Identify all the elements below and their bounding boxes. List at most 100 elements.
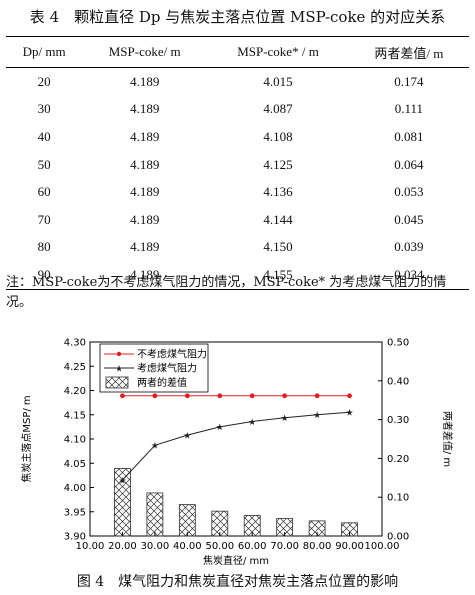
table-body: 20 4.189 4.015 0.174 30 4.189 4.087 0.111 40 4.18… bbox=[6, 68, 469, 290]
series-point bbox=[314, 393, 320, 399]
table-row: 20 4.189 4.015 0.174 bbox=[6, 68, 469, 96]
table-cell: 0.039 bbox=[394, 239, 424, 255]
line-series: ★ ★ ★ ★ ★ ★ ★ ★ bbox=[118, 393, 354, 487]
table-caption: 表 4 颗粒直径 Dp 与焦炭主落点位置 MSP-coke 的对应关系 bbox=[29, 8, 446, 26]
y-tick-label: 4.25 bbox=[64, 362, 86, 373]
y2-axis-label: 两者差值/ m bbox=[441, 411, 454, 467]
table-cell: 4.189 bbox=[130, 73, 160, 89]
table-cell: 4.015 bbox=[263, 73, 293, 89]
x-tick-label: 60.00 bbox=[238, 541, 267, 552]
y-tick-label: 4.30 bbox=[64, 338, 86, 349]
table-cell: 4.087 bbox=[263, 101, 293, 117]
data-table: Dp/ mm MSP-coke/ m MSP-coke* / m 两者差值/ m… bbox=[6, 36, 469, 290]
y2-tick-label: 0.40 bbox=[387, 376, 409, 387]
msp-chart: ★ ★ ★ ★ ★ ★ ★ ★ 3.90 3.95 4.00 4.05 4.10 4.15 4.20 4.2… bbox=[20, 338, 454, 568]
x-tick-label: 10.00 bbox=[76, 541, 105, 552]
y2-tick-label: 0.20 bbox=[387, 454, 409, 465]
series-point bbox=[282, 393, 288, 399]
legend-label-no-resistance: 不考虑煤气阻力 bbox=[137, 348, 207, 361]
y2-tick-label: 0.00 bbox=[387, 532, 409, 543]
header-msp-star: MSP-coke* / m bbox=[207, 36, 349, 68]
table-cell: 4.144 bbox=[263, 211, 293, 227]
y-tick-label: 3.90 bbox=[64, 532, 86, 543]
series-point bbox=[347, 393, 352, 399]
difference-bars bbox=[114, 468, 358, 537]
x-tick-label: 50.00 bbox=[205, 541, 234, 552]
legend-label-difference: 两者的差值 bbox=[137, 376, 187, 389]
legend-star-icon: ★ bbox=[115, 365, 123, 375]
series-point: ★ bbox=[248, 418, 256, 428]
table-cell: 4.108 bbox=[263, 128, 293, 144]
x-tick-label: 30.00 bbox=[141, 541, 170, 552]
series-point: ★ bbox=[216, 423, 224, 433]
x-tick-label: 80.00 bbox=[303, 541, 332, 552]
table-cell: 50 bbox=[37, 156, 51, 172]
right-axis-ticks: 0.00 0.10 0.20 0.30 0.40 0.50 bbox=[378, 338, 409, 543]
series-point: ★ bbox=[313, 411, 321, 421]
table-cell: 4.189 bbox=[82, 261, 208, 290]
table-cell: 0.064 bbox=[394, 156, 424, 172]
legend-label-with-resistance: 考虑煤气阻力 bbox=[137, 362, 197, 375]
table-cell: 0.174 bbox=[394, 73, 424, 89]
header-difference: 两者差值/ m bbox=[348, 36, 469, 68]
table-cell: 4.189 bbox=[130, 239, 160, 255]
y2-tick-label: 0.30 bbox=[387, 415, 409, 426]
table-cell: 4.136 bbox=[263, 184, 293, 200]
x-tick-label: 100.00 bbox=[365, 541, 400, 552]
table-cell: 0.053 bbox=[394, 184, 424, 200]
y-tick-label: 4.10 bbox=[64, 435, 86, 446]
table-row: 50 4.189 4.125 0.064 bbox=[6, 151, 469, 179]
table-cell: 4.189 bbox=[130, 156, 160, 172]
table-note: 注：MSP-coke为不考虑煤气阻力的情况，MSP-coke* 为考虑煤气阻力的… bbox=[6, 275, 447, 310]
table-cell: 4.189 bbox=[130, 101, 160, 117]
series-point: ★ bbox=[346, 409, 354, 419]
table-row: 40 4.189 4.108 0.081 bbox=[6, 123, 469, 151]
x-tick-label: 40.00 bbox=[173, 541, 202, 552]
series-point: ★ bbox=[118, 477, 126, 487]
legend-dot-icon bbox=[116, 351, 122, 357]
table-row: 30 4.189 4.087 0.111 bbox=[6, 96, 469, 124]
y-tick-label: 4.05 bbox=[64, 459, 86, 470]
table-cell: 80 bbox=[37, 239, 51, 255]
table-row: 70 4.189 4.144 0.045 bbox=[6, 206, 469, 234]
x-axis-ticks: 10.00 20.00 30.00 40.00 50.00 60.00 70.00 80.00… bbox=[76, 532, 400, 552]
table-row: 90 4.189 4.155 0.034 bbox=[6, 261, 469, 290]
y-tick-label: 4.00 bbox=[64, 483, 86, 494]
table-header-row: Dp/ mm MSP-coke/ m MSP-coke* / m 两者差值/ m bbox=[6, 36, 469, 68]
series-line bbox=[122, 411, 350, 481]
table-cell: 0.111 bbox=[394, 101, 424, 117]
y2-tick-label: 0.10 bbox=[387, 493, 409, 504]
difference-bar bbox=[146, 492, 164, 537]
table-cell: 30 bbox=[37, 101, 51, 117]
table-cell: 70 bbox=[37, 211, 51, 227]
table-cell: 4.189 bbox=[130, 184, 160, 200]
y2-tick-label: 0.50 bbox=[387, 338, 409, 349]
y-tick-label: 3.95 bbox=[64, 507, 86, 518]
series-point: ★ bbox=[183, 431, 191, 441]
series-point bbox=[217, 393, 223, 399]
table-cell: 40 bbox=[37, 128, 51, 144]
series-point bbox=[249, 393, 255, 399]
figure-caption: 图 4 煤气阻力和焦炭直径对焦炭主落点位置的影响 bbox=[76, 574, 399, 590]
table-cell: 0.081 bbox=[394, 128, 424, 144]
y-axis-label: 焦炭主落点MSP/ m bbox=[20, 395, 33, 482]
table-cell: 0.034 bbox=[348, 261, 469, 290]
x-tick-label: 70.00 bbox=[270, 541, 299, 552]
y-tick-label: 4.15 bbox=[64, 410, 86, 421]
table-cell: 4.155 bbox=[207, 261, 349, 290]
legend-hatch-swatch bbox=[105, 376, 129, 389]
x-axis-label: 焦炭直径/ mm bbox=[203, 554, 269, 567]
table-row: 80 4.189 4.150 0.039 bbox=[6, 234, 469, 262]
header-dp: Dp/ mm bbox=[6, 36, 83, 68]
x-tick-label: 20.00 bbox=[108, 541, 137, 552]
table-cell: 4.125 bbox=[263, 156, 293, 172]
table-cell: 0.045 bbox=[394, 211, 424, 227]
table-cell: 20 bbox=[37, 73, 51, 89]
y-tick-label: 4.20 bbox=[64, 386, 86, 397]
table-cell: 60 bbox=[37, 184, 51, 200]
difference-bar bbox=[178, 504, 196, 537]
table-cell: 4.150 bbox=[263, 239, 293, 255]
table-row: 60 4.189 4.136 0.053 bbox=[6, 178, 469, 206]
table-cell: 4.189 bbox=[130, 128, 160, 144]
series-point: ★ bbox=[281, 414, 289, 424]
